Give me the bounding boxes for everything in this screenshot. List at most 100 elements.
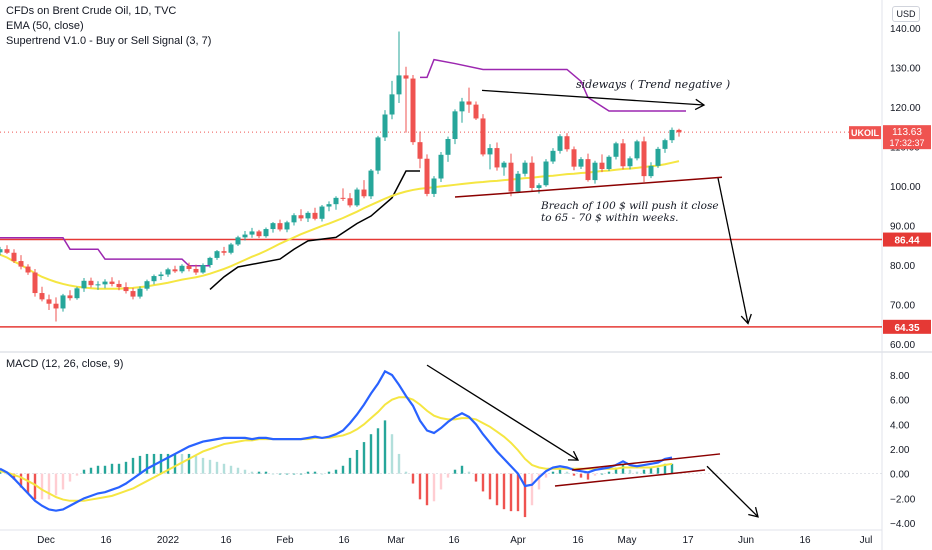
chart-legend: CFDs on Brent Crude Oil, 1D, TVC EMA (50… bbox=[6, 4, 211, 49]
macd-histogram-bar bbox=[509, 473, 513, 512]
candle-body bbox=[242, 234, 248, 238]
macd-histogram-bar bbox=[579, 473, 583, 478]
candle-body bbox=[249, 231, 255, 235]
candle-body bbox=[74, 288, 80, 299]
price-tick-label: 140.00 bbox=[890, 24, 921, 35]
macd-tick-label: 6.00 bbox=[890, 396, 910, 407]
candle-body bbox=[438, 154, 444, 179]
candle-body bbox=[130, 291, 136, 297]
candle-body bbox=[46, 299, 52, 304]
macd-tick-label: 2.00 bbox=[890, 445, 910, 456]
price-tick-label: 80.00 bbox=[890, 261, 915, 272]
macd-histogram-bar bbox=[474, 473, 478, 482]
candle-body bbox=[25, 266, 31, 273]
macd-histogram-bar bbox=[621, 463, 625, 474]
sideways-annotation: sideways ( Trend negative ) bbox=[576, 78, 730, 91]
candle-body bbox=[81, 280, 87, 289]
macd-histogram-bar bbox=[271, 473, 275, 475]
supertrend-legend[interactable]: Supertrend V1.0 - Buy or Sell Signal (3,… bbox=[6, 35, 212, 47]
macd-histogram-bar bbox=[432, 473, 436, 502]
candle-body bbox=[123, 287, 129, 292]
time-tick-label: 16 bbox=[220, 535, 232, 546]
candle-body bbox=[32, 272, 38, 294]
time-tick-label: Jun bbox=[738, 535, 754, 546]
candle-body bbox=[627, 158, 633, 167]
price-tick-label: 60.00 bbox=[890, 340, 915, 351]
macd-histogram-bar bbox=[600, 473, 604, 475]
candle-body bbox=[4, 249, 10, 253]
macd-histogram-bar bbox=[383, 420, 387, 474]
ema-legend[interactable]: EMA (50, close) bbox=[6, 20, 84, 32]
macd-histogram-bar bbox=[306, 471, 310, 474]
candle-body bbox=[326, 204, 332, 207]
macd-histogram-bar bbox=[663, 463, 667, 474]
macd-histogram-bar bbox=[390, 434, 394, 474]
candle-body bbox=[634, 141, 640, 159]
candle-body bbox=[501, 162, 507, 168]
candle-body bbox=[298, 215, 304, 219]
macd-histogram-bar bbox=[110, 463, 114, 474]
time-tick-label: 17 bbox=[682, 535, 694, 546]
candle-body bbox=[333, 197, 339, 205]
candle-body bbox=[116, 283, 122, 288]
macd-histogram-bar bbox=[54, 473, 58, 496]
macd-histogram-bar bbox=[313, 471, 317, 474]
candle-body bbox=[585, 159, 591, 181]
macd-histogram-bar bbox=[89, 467, 93, 474]
candle-body bbox=[102, 281, 108, 285]
macd-histogram-bar bbox=[33, 473, 37, 500]
candle-body bbox=[256, 231, 262, 237]
support-trendline bbox=[454, 176, 723, 198]
macd-tick-label: −2.00 bbox=[890, 494, 916, 505]
macd-histogram-bar bbox=[19, 473, 23, 488]
macd-histogram-bar bbox=[628, 469, 632, 474]
symbol-title[interactable]: CFDs on Brent Crude Oil, 1D, TVC bbox=[6, 5, 177, 17]
candle-body bbox=[494, 148, 500, 168]
candle-body bbox=[277, 223, 283, 230]
macd-histogram-bar bbox=[5, 473, 9, 475]
last-price-label: 113.63 bbox=[892, 127, 922, 138]
candle-body bbox=[382, 114, 388, 138]
candle-body bbox=[445, 138, 451, 155]
currency-button[interactable]: USD bbox=[892, 6, 920, 22]
level-badge bbox=[883, 319, 931, 334]
candle-body bbox=[347, 198, 353, 206]
candle-body bbox=[312, 212, 318, 219]
macd-histogram-bar bbox=[117, 463, 121, 474]
symbol-badge-label: UKOIL bbox=[851, 128, 880, 138]
macd-histogram-bar bbox=[551, 471, 555, 474]
candle-body bbox=[340, 197, 346, 199]
candle-body bbox=[662, 140, 668, 149]
macd-histogram-bar bbox=[320, 473, 324, 475]
macd-histogram-bar bbox=[180, 453, 184, 474]
candle-body bbox=[200, 265, 206, 273]
macd-histogram-bar bbox=[642, 469, 646, 474]
candle-body bbox=[620, 143, 626, 167]
candle-body bbox=[431, 178, 437, 194]
macd-histogram-bar bbox=[82, 469, 86, 474]
candle-body bbox=[165, 269, 171, 275]
macd-title[interactable]: MACD (12, 26, close, 9) bbox=[6, 358, 124, 370]
macd-channel-lower bbox=[554, 469, 706, 487]
macd-histogram-bar bbox=[355, 449, 359, 474]
macd-histogram-bar bbox=[488, 473, 492, 500]
macd-breakdown-arrow-head bbox=[748, 506, 759, 518]
candle-body bbox=[228, 244, 234, 253]
macd-legend: MACD (12, 26, close, 9) bbox=[6, 357, 123, 372]
candle-body bbox=[270, 223, 276, 230]
candle-body bbox=[473, 104, 479, 119]
macd-histogram-bar bbox=[145, 453, 149, 474]
macd-histogram-bar bbox=[446, 473, 450, 478]
last-price-badge bbox=[883, 125, 931, 150]
candle-body bbox=[550, 150, 556, 162]
symbol-badge bbox=[849, 126, 881, 140]
macd-histogram-bar bbox=[26, 473, 30, 494]
candle-body bbox=[487, 148, 493, 155]
price-tick-label: 130.00 bbox=[890, 64, 921, 75]
macd-histogram-bar bbox=[334, 469, 338, 474]
macd-histogram-bar bbox=[586, 473, 590, 480]
macd-histogram-bar bbox=[341, 465, 345, 474]
candle-body bbox=[214, 251, 220, 258]
macd-histogram-bar bbox=[453, 469, 457, 474]
